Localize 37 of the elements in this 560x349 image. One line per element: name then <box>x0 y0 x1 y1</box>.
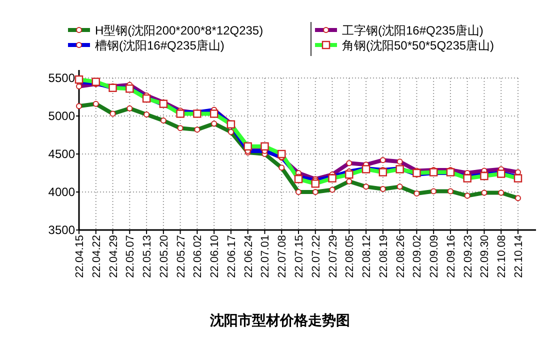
x-tick-label: 22.05.13 <box>142 235 154 278</box>
y-tick-label: 5000 <box>48 109 76 123</box>
x-tick-label: 22.07.29 <box>327 235 340 278</box>
x-tick-label: 22.09.02 <box>412 235 424 278</box>
x-tick-label: 22.08.05 <box>344 235 356 278</box>
x-tick-label: 22.08.19 <box>378 235 390 278</box>
x-tick-label: 22.04.15 <box>74 235 86 278</box>
x-tick-label: 22.09.23 <box>462 235 474 278</box>
x-tick-label: 22.06.24 <box>242 235 255 278</box>
x-tick-label: 22.06.10 <box>209 235 222 278</box>
x-tick-label: 22.09.09 <box>428 235 441 278</box>
x-tick-label: 22.04.29 <box>108 235 120 278</box>
x-tick-label: 22.09.16 <box>445 235 458 278</box>
x-tick-label: 22.08.26 <box>394 235 407 278</box>
legend-label: 角钢(沈阳50*50*5Q235唐山) <box>342 38 494 52</box>
x-tick-label: 22.05.27 <box>175 235 188 278</box>
x-tick-label: 22.04.22 <box>90 235 103 278</box>
y-tick-label: 3500 <box>48 223 76 237</box>
y-tick-label: 4000 <box>48 185 76 199</box>
y-tick-label: 5500 <box>48 71 76 85</box>
text: 沈阳市型材价格走势图 <box>209 312 350 328</box>
x-tick-label: 22.06.02 <box>192 235 204 278</box>
x-tick-label: 22.10.14 <box>513 235 525 278</box>
x-tick-label: 22.06.17 <box>226 235 238 278</box>
x-tick-label: 22.07.01 <box>260 235 272 278</box>
legend-label: 槽钢(沈阳16#Q235唐山) <box>95 38 224 52</box>
x-tick-label: 22.07.08 <box>276 235 289 278</box>
x-tick-label: 22.07.22 <box>310 235 322 278</box>
legend-label: H型钢(沈阳200*200*8*12Q235) <box>95 24 264 38</box>
x-tick-label: 22.05.07 <box>124 235 137 278</box>
x-tick-label: 22.07.15 <box>294 235 306 278</box>
legend-label: 工字钢(沈阳16#Q235唐山) <box>342 24 484 38</box>
x-tick-label: 22.10.08 <box>496 235 508 278</box>
x-tick-label: 22.09.30 <box>479 235 492 278</box>
x-tick-label: 22.05.20 <box>158 235 170 278</box>
y-tick-label: 4500 <box>48 147 76 161</box>
x-tick-label: 22.08.12 <box>361 235 374 278</box>
